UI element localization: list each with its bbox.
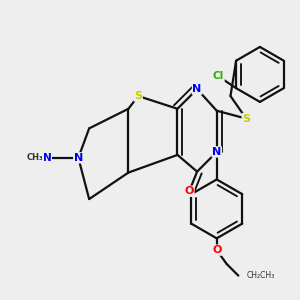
Text: N: N [193, 84, 202, 94]
Text: CH₂CH₃: CH₂CH₃ [246, 271, 274, 280]
Text: N: N [212, 147, 221, 157]
Text: S: S [134, 91, 142, 101]
Text: O: O [212, 245, 221, 255]
Text: Cl: Cl [213, 71, 224, 81]
Text: CH₃: CH₃ [27, 153, 44, 162]
Text: O: O [184, 186, 194, 196]
Text: S: S [242, 114, 250, 124]
Text: N: N [74, 153, 83, 163]
Text: N: N [43, 153, 51, 163]
